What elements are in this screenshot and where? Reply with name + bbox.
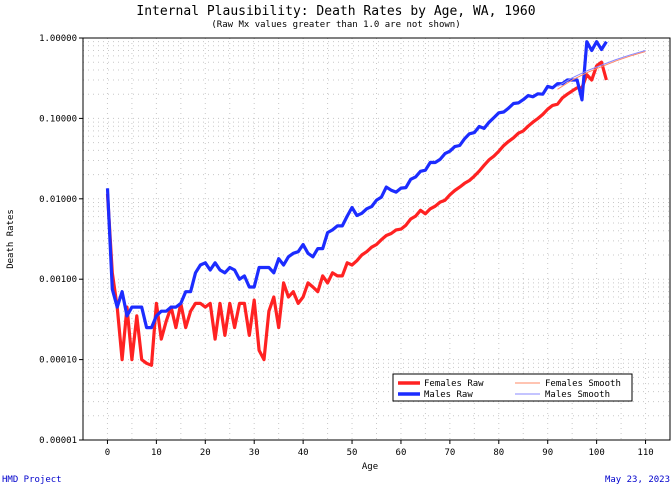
y-axis-label: Death Rates [6, 209, 16, 269]
plot-frame [82, 37, 671, 441]
x-axis: 0 10 20 30 40 50 60 70 80 90 100 110 [105, 440, 654, 458]
y-tick-label: 0.01000 [39, 195, 77, 205]
x-tick-label: 30 [249, 448, 260, 458]
chart-title: Internal Plausibility: Death Rates by Ag… [136, 4, 535, 19]
x-tick-label: 20 [200, 448, 211, 458]
series-females-raw [105, 60, 608, 367]
x-tick-label: 40 [298, 448, 309, 458]
chart-subtitle: (Raw Mx values greater than 1.0 are not … [211, 20, 460, 30]
footer-date: May 23, 2023 [604, 475, 670, 485]
legend-label-males-raw: Males Raw [424, 390, 473, 400]
x-tick-label: 100 [588, 448, 604, 458]
y-tick-label: 1.00000 [39, 34, 77, 44]
series-females-smooth [557, 51, 646, 90]
y-tick-label: 0.10000 [39, 114, 77, 124]
y-tick-label: 0.00010 [39, 356, 77, 366]
legend-label-males-smooth: Males Smooth [545, 390, 610, 400]
legend-label-females-smooth: Females Smooth [545, 379, 621, 389]
x-tick-label: 70 [444, 448, 455, 458]
x-tick-label: 90 [542, 448, 553, 458]
legend: Females Raw Males Raw Females Smooth Mal… [392, 373, 633, 402]
y-axis: 0.00001 0.00010 0.00100 0.01000 0.10000 1.000… [39, 34, 83, 446]
x-axis-label: Age [362, 462, 378, 472]
x-tick-label: 50 [347, 448, 358, 458]
series-males-raw [105, 40, 608, 330]
grid [83, 38, 670, 440]
legend-label-females-raw: Females Raw [424, 379, 484, 389]
x-tick-label: 80 [493, 448, 504, 458]
x-tick-label: 10 [151, 448, 162, 458]
y-tick-label: 0.00001 [39, 436, 77, 446]
series-layer [105, 40, 646, 367]
x-tick-label: 60 [396, 448, 407, 458]
series-males-smooth [557, 50, 646, 87]
x-tick-label: 110 [637, 448, 653, 458]
footer-credit: HMD Project [2, 475, 62, 485]
legend-box [392, 373, 633, 402]
x-tick-label: 0 [105, 448, 110, 458]
y-tick-label: 0.00100 [39, 275, 77, 285]
